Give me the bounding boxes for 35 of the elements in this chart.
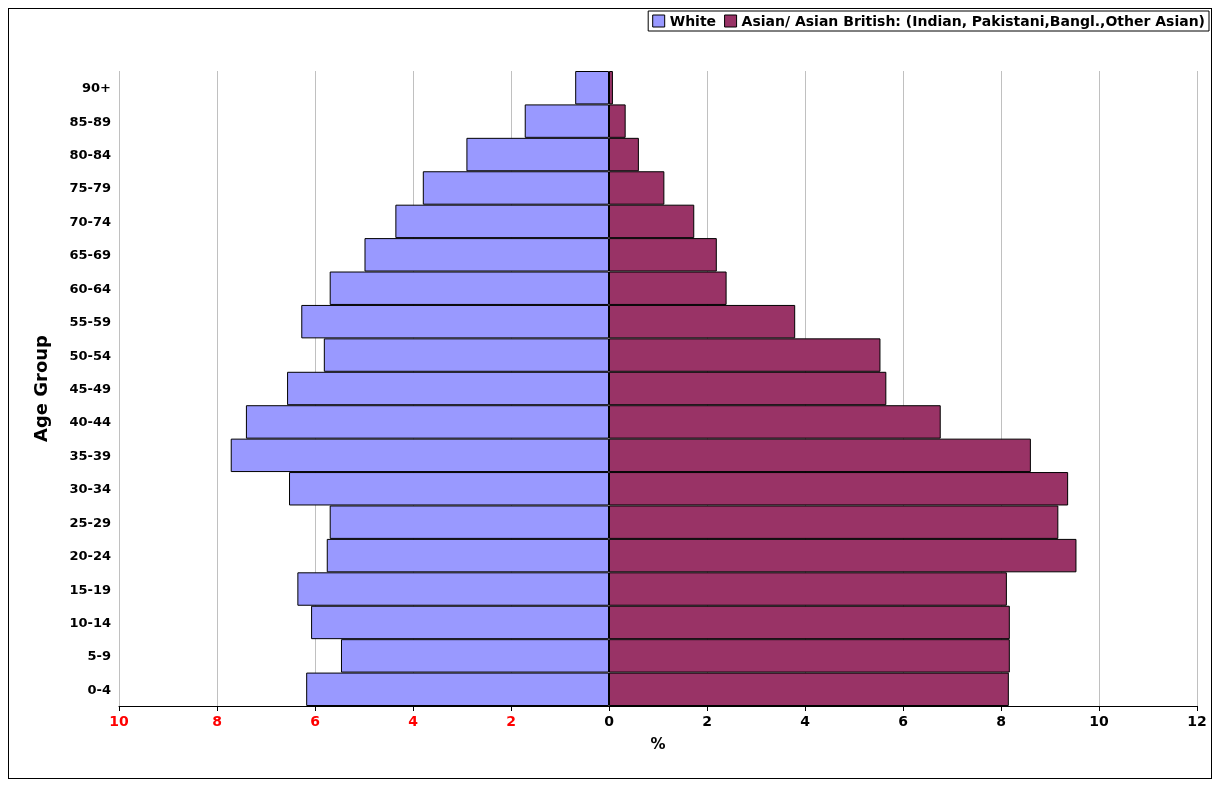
y-tick-label: 10-14 bbox=[69, 614, 111, 630]
x-tick-label: 8 bbox=[996, 713, 1006, 729]
y-tick-label: 70-74 bbox=[69, 213, 111, 229]
x-tick-label: 12 bbox=[1187, 713, 1207, 729]
x-axis-title: % bbox=[650, 734, 666, 753]
x-tick-label: 4 bbox=[408, 713, 419, 729]
y-tick-label: 85-89 bbox=[69, 113, 111, 129]
x-tick-label: 2 bbox=[506, 713, 516, 729]
y-tick-label: 30-34 bbox=[69, 481, 111, 497]
y-tick-label: 40-44 bbox=[69, 414, 111, 430]
y-tick-label: 55-59 bbox=[69, 314, 111, 330]
x-tick-label: 10 bbox=[109, 713, 129, 729]
y-tick-label: 5-9 bbox=[87, 648, 111, 664]
y-tick-label: 45-49 bbox=[69, 381, 111, 396]
y-tick-label: 15-19 bbox=[69, 581, 111, 597]
y-axis-title: Age Group bbox=[29, 334, 51, 443]
y-tick-label: 80-84 bbox=[69, 147, 111, 163]
x-tick-label: 6 bbox=[310, 713, 320, 729]
x-tick-label: 2 bbox=[702, 713, 712, 729]
y-tick-label: 75-79 bbox=[69, 180, 111, 196]
x-tick-label: 8 bbox=[212, 713, 222, 729]
x-tick-label: 0 bbox=[604, 713, 615, 729]
y-tick-label: 90+ bbox=[82, 80, 111, 96]
y-tick-label: 65-69 bbox=[69, 247, 111, 263]
y-tick-label: 60-64 bbox=[69, 280, 111, 296]
y-tick-label: 20-24 bbox=[69, 548, 111, 564]
legend-label: Asian/ Asian British: (Indian, Pakistani,Bangl.,Other Asian) bbox=[741, 13, 1206, 29]
x-tick-label: 4 bbox=[800, 713, 811, 729]
y-tick-label: 35-39 bbox=[69, 447, 111, 463]
y-tick-label: 25-29 bbox=[69, 514, 111, 530]
x-tick-label: 6 bbox=[898, 713, 908, 729]
y-tick-label: 0-4 bbox=[87, 681, 111, 697]
legend-label: White bbox=[669, 13, 717, 29]
x-tick-label: 10 bbox=[1089, 713, 1109, 729]
y-tick-label: 50-54 bbox=[69, 347, 111, 363]
